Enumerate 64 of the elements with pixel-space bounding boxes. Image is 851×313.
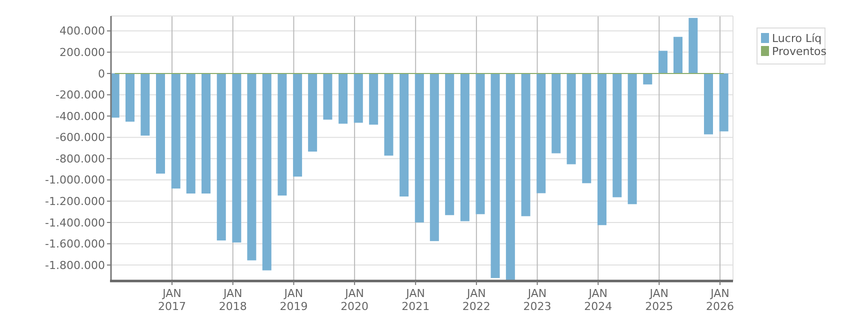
bar xyxy=(476,73,485,214)
bar xyxy=(354,73,363,123)
y-tick-label: -1.000.000 xyxy=(45,174,105,187)
bar xyxy=(384,73,394,156)
bar xyxy=(186,73,196,194)
x-tick-label: JAN 2018 xyxy=(218,287,247,313)
bar xyxy=(293,73,302,177)
legend-label: Lucro Líq xyxy=(772,32,822,45)
y-tick-label: -200.000 xyxy=(56,88,105,102)
bar xyxy=(308,73,318,152)
y-tick-label: -400.000 xyxy=(56,110,105,123)
bar xyxy=(673,36,682,74)
bar xyxy=(156,73,166,174)
y-tick-label: 400.000 xyxy=(60,24,105,38)
x-tick-label: JAN 2020 xyxy=(340,287,369,313)
bar xyxy=(400,73,409,196)
y-tick-label: -1.400.000 xyxy=(45,216,105,230)
bar xyxy=(216,73,226,240)
bar xyxy=(612,73,622,198)
bar xyxy=(323,73,332,120)
bar xyxy=(566,73,576,164)
bar xyxy=(597,73,606,226)
x-tick-label: JAN 2019 xyxy=(280,287,308,313)
bar xyxy=(719,73,728,132)
bar xyxy=(582,73,592,184)
y-tick-label: 200.000 xyxy=(60,46,105,60)
y-tick-label: -800.000 xyxy=(56,152,105,166)
bar xyxy=(490,73,500,278)
bar xyxy=(262,73,272,270)
bar xyxy=(445,73,454,216)
bar xyxy=(202,73,211,194)
bar xyxy=(247,73,256,260)
bar xyxy=(521,73,530,216)
x-tick-label: JAN 2022 xyxy=(462,287,490,313)
bar xyxy=(171,73,180,189)
bar xyxy=(506,73,515,280)
bar xyxy=(278,73,287,196)
x-tick-label: JAN 2026 xyxy=(706,287,734,313)
bar xyxy=(460,73,470,222)
bar xyxy=(414,73,424,222)
bar xyxy=(552,73,561,154)
bar xyxy=(232,73,242,242)
x-tick-label: JAN 2024 xyxy=(584,287,612,313)
bar xyxy=(338,73,348,124)
bar xyxy=(369,73,378,125)
x-tick-label: JAN 2025 xyxy=(645,287,674,313)
y-tick-label: -1.200.000 xyxy=(45,195,105,208)
x-tick-label: JAN 2023 xyxy=(523,287,552,313)
y-tick-label: 0 xyxy=(98,67,105,80)
bar xyxy=(536,73,546,194)
legend-label: Proventos xyxy=(772,44,827,58)
bar xyxy=(688,18,698,74)
y-tick-label: -600.000 xyxy=(56,131,105,144)
y-tick-label: -1.600.000 xyxy=(45,238,105,251)
bar xyxy=(126,73,135,122)
x-tick-label: JAN 2021 xyxy=(402,287,430,313)
x-tick-label: JAN 2017 xyxy=(158,287,186,313)
bar xyxy=(704,73,713,134)
bar xyxy=(658,50,668,74)
bar xyxy=(430,73,439,242)
bar xyxy=(140,73,150,136)
bar xyxy=(643,73,652,84)
bar xyxy=(628,73,637,204)
y-tick-label: -1.800.000 xyxy=(45,258,105,272)
